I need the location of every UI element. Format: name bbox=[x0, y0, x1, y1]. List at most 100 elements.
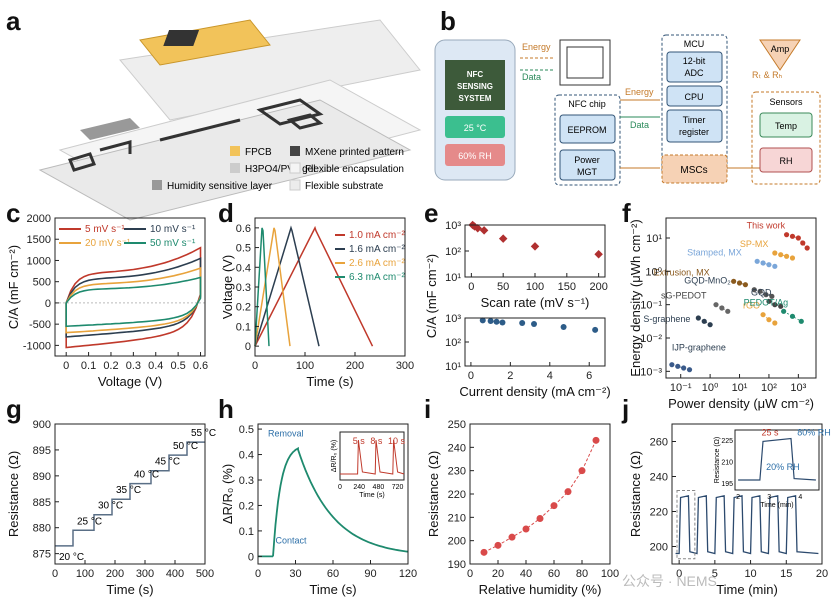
chart-g: 20 °C 25 °C 30 °C 35 °C 40 °C 45 °C 50 °C 55 °C… bbox=[6, 419, 216, 597]
inset-curve bbox=[738, 437, 816, 481]
y-tick-label: 10¹ bbox=[445, 361, 461, 373]
panel-label-b: b bbox=[440, 6, 456, 36]
step-label-1: 25 °C bbox=[77, 516, 102, 527]
panel-b: b NFC SENSING SYSTEM 25 °C 60% RH Energy… bbox=[434, 6, 821, 186]
ragone-label-10: IJP-graphene bbox=[672, 343, 726, 353]
x-tick-label: 90 bbox=[364, 568, 376, 580]
y-tick-label: 500 bbox=[33, 277, 51, 289]
y-axis-label: C/A (mF cm⁻²) bbox=[6, 245, 21, 329]
x-tick-label: 0.1 bbox=[81, 360, 96, 372]
ragone-label-3: Extrusion, MX bbox=[654, 267, 710, 277]
ragone-point bbox=[713, 302, 719, 308]
nfc-chip-label: NFC chip bbox=[568, 99, 606, 109]
y-axis-label: Resistance (Ω) bbox=[426, 451, 441, 537]
step-label-0: 20 °C bbox=[59, 552, 84, 563]
x-tick-label: 10 bbox=[744, 568, 756, 580]
legend-gel: H3PO4/PVA gel bbox=[245, 164, 315, 175]
ragone-line-10 bbox=[671, 364, 690, 371]
x-axis-label: Power density (μW cm⁻²) bbox=[668, 396, 814, 411]
plot-frame bbox=[671, 423, 823, 565]
mscs: MSCs bbox=[661, 154, 728, 184]
gcd-curve-0 bbox=[254, 225, 374, 347]
x-tick-label: 50 bbox=[497, 281, 509, 293]
x-tick-label: 0 bbox=[468, 281, 474, 293]
phone: NFC SENSING SYSTEM 25 °C 60% RH bbox=[434, 39, 516, 181]
y-axis-label: Resistance (Ω) bbox=[6, 451, 21, 537]
x-tick-label: 500 bbox=[196, 568, 214, 580]
y-tick-label: 10³ bbox=[445, 220, 461, 232]
y-tick-label: 10⁰ bbox=[645, 266, 662, 278]
ragone-point bbox=[798, 318, 804, 324]
data-point bbox=[578, 467, 586, 475]
ragone-point bbox=[769, 293, 775, 299]
response-curve bbox=[258, 446, 409, 558]
x-tick-label: 200 bbox=[346, 360, 364, 372]
y-tick-label: 1500 bbox=[27, 234, 51, 246]
ragone-point bbox=[772, 263, 778, 269]
x-tick-label: 100 bbox=[296, 360, 314, 372]
inset-y-tick: 195 bbox=[721, 481, 733, 488]
y-axis-label: C/A (mF cm⁻²) bbox=[424, 254, 439, 338]
ragone-point bbox=[789, 255, 796, 261]
ragone-point bbox=[757, 288, 763, 294]
watermark: 公众号 · NEMS bbox=[622, 573, 717, 589]
panel-label-d: d bbox=[218, 198, 234, 228]
x-tick-label: 0 bbox=[468, 370, 474, 382]
y-tick-label: 0.3 bbox=[239, 475, 254, 487]
y-tick-label: 875 bbox=[33, 549, 51, 561]
ragone-point bbox=[778, 252, 784, 258]
legend-swatch-mxene bbox=[290, 146, 300, 156]
y-tick-label: 240 bbox=[448, 442, 466, 454]
data-point bbox=[530, 242, 540, 251]
inset-x-label: Time (min) bbox=[760, 502, 793, 509]
inset-y-label: Resistance (Ω) bbox=[714, 437, 721, 483]
x-tick-label: 200 bbox=[589, 281, 607, 293]
legend-swatch-substrate bbox=[289, 179, 301, 191]
ragone-point bbox=[725, 308, 731, 314]
step-label-2: 30 °C bbox=[98, 501, 123, 512]
inset-y-tick: 210 bbox=[721, 459, 733, 466]
inset-x-tick: 240 bbox=[353, 484, 365, 491]
phone-line-2: SENSING bbox=[457, 82, 493, 91]
data-point bbox=[493, 318, 500, 325]
chart-d: 0 100 200 300 0 0.1 0.2 0.3 0.4 0.5 0.6 Time (s) Vol… bbox=[220, 217, 414, 389]
y-axis-label: ΔR/R₀ (%) bbox=[220, 464, 235, 524]
ragone-label-1: SP-MX bbox=[740, 239, 769, 249]
y-tick-label: 10⁻¹ bbox=[640, 300, 662, 312]
legend-substrate: Flexible substrate bbox=[305, 181, 384, 192]
y-tick-label: 1000 bbox=[27, 255, 51, 267]
energy-label-1: Energy bbox=[522, 42, 551, 52]
x-tick-label: 0 bbox=[52, 568, 58, 580]
legend-fpcb: FPCB bbox=[245, 147, 272, 158]
data-point bbox=[473, 224, 482, 233]
inset-y-tick: 225 bbox=[721, 438, 733, 445]
data-point bbox=[499, 319, 506, 326]
y-tick-label: 0.4 bbox=[239, 450, 254, 462]
x-tick-label: 5 bbox=[712, 568, 718, 580]
x-tick-label: 4 bbox=[547, 370, 553, 382]
y-tick-label: 895 bbox=[33, 445, 51, 457]
amp-label: Amp bbox=[771, 44, 790, 54]
ragone-point bbox=[751, 287, 757, 293]
ragone-point bbox=[804, 245, 810, 251]
x-tick-label: 20 bbox=[492, 568, 504, 580]
x-tick-label: 10¹ bbox=[732, 382, 748, 394]
data-point bbox=[479, 317, 486, 324]
gcd-curve-2 bbox=[254, 227, 291, 347]
x-tick-label: 10³ bbox=[790, 382, 806, 394]
y-tick-label: 200 bbox=[448, 536, 466, 548]
mcu: MCU 12-bit ADC CPU Timer register bbox=[661, 34, 728, 176]
ragone-point bbox=[766, 317, 772, 323]
data-point bbox=[498, 234, 508, 243]
adc-label-2: ADC bbox=[684, 68, 704, 78]
ragone-line-1 bbox=[774, 252, 793, 259]
eeprom-label: EEPROM bbox=[567, 125, 606, 135]
x-tick-label: 0 bbox=[676, 568, 682, 580]
y-tick-label: 250 bbox=[448, 419, 466, 431]
sensors: Sensors Temp RH bbox=[751, 91, 821, 185]
plot-frame bbox=[665, 217, 817, 379]
ragone-point bbox=[778, 303, 784, 309]
y-axis-label: Energy density (μWh cm⁻²) bbox=[628, 219, 643, 376]
data-point bbox=[531, 321, 538, 328]
